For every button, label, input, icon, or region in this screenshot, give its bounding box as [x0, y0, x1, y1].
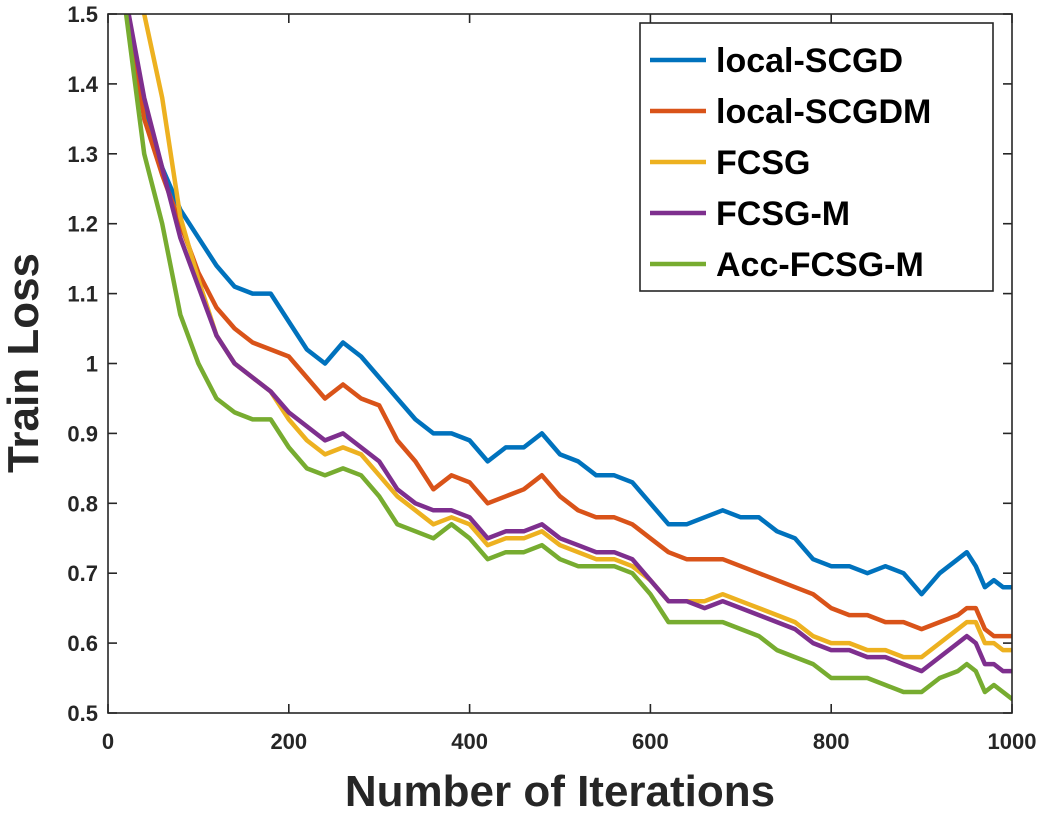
y-tick-label: 1	[86, 352, 98, 377]
y-axis-label: Train Loss	[0, 253, 48, 473]
series-layer	[123, 14, 1012, 702]
y-tick-label: 0.5	[67, 701, 98, 726]
x-tick-label: 200	[270, 729, 307, 754]
y-tick-label: 0.9	[67, 421, 98, 446]
x-tick-label: 0	[102, 729, 114, 754]
x-tick-label: 600	[632, 729, 669, 754]
y-tick-label: 0.8	[67, 491, 98, 516]
series-line-local-scgd	[126, 14, 1012, 597]
y-tick-label: 1.1	[67, 282, 98, 307]
y-tick-label: 1.2	[67, 212, 98, 237]
legend-label-local-scgdm: local-SCGDM	[716, 93, 931, 131]
legend-label-fcsg: FCSG	[716, 144, 810, 182]
series-line-acc-fcsg-m	[123, 14, 1012, 702]
series-line-fcsg	[141, 14, 1012, 660]
legend-label-fcsg-m: FCSG-M	[716, 195, 850, 233]
x-axis-label: Number of Iterations	[345, 767, 775, 813]
x-tick-label: 400	[451, 729, 488, 754]
y-tick-label: 1.3	[67, 142, 98, 167]
series-line-fcsg-m	[126, 14, 1012, 674]
legend-label-acc-fcsg-m: Acc-FCSG-M	[716, 246, 924, 284]
legend-box	[639, 22, 994, 292]
x-tick-label: 1000	[988, 729, 1037, 754]
y-tick-label: 1.4	[67, 72, 98, 97]
legend-label-local-scgd: local-SCGD	[716, 42, 903, 80]
x-tick-label: 800	[813, 729, 850, 754]
legend-items: local-SCGD local-SCGDM FCSG FCSG-M Acc-FCSG-…	[650, 42, 931, 284]
legend: local-SCGD local-SCGDM FCSG FCSG-M Acc-FCSG-…	[639, 22, 994, 292]
y-tick-labels: 0.5 0.6 0.7 0.8 0.9 1 1.1 1.2 1.3 1.4 1.5	[67, 2, 98, 726]
y-tick-label: 1.5	[67, 2, 98, 27]
y-tick-label: 0.6	[67, 631, 98, 656]
series-line-local-scgdm	[125, 14, 1012, 639]
axes-box	[107, 13, 1013, 714]
x-tick-labels: 0 200 400 600 800 1000	[102, 729, 1037, 754]
y-tick-label: 0.7	[67, 561, 98, 586]
